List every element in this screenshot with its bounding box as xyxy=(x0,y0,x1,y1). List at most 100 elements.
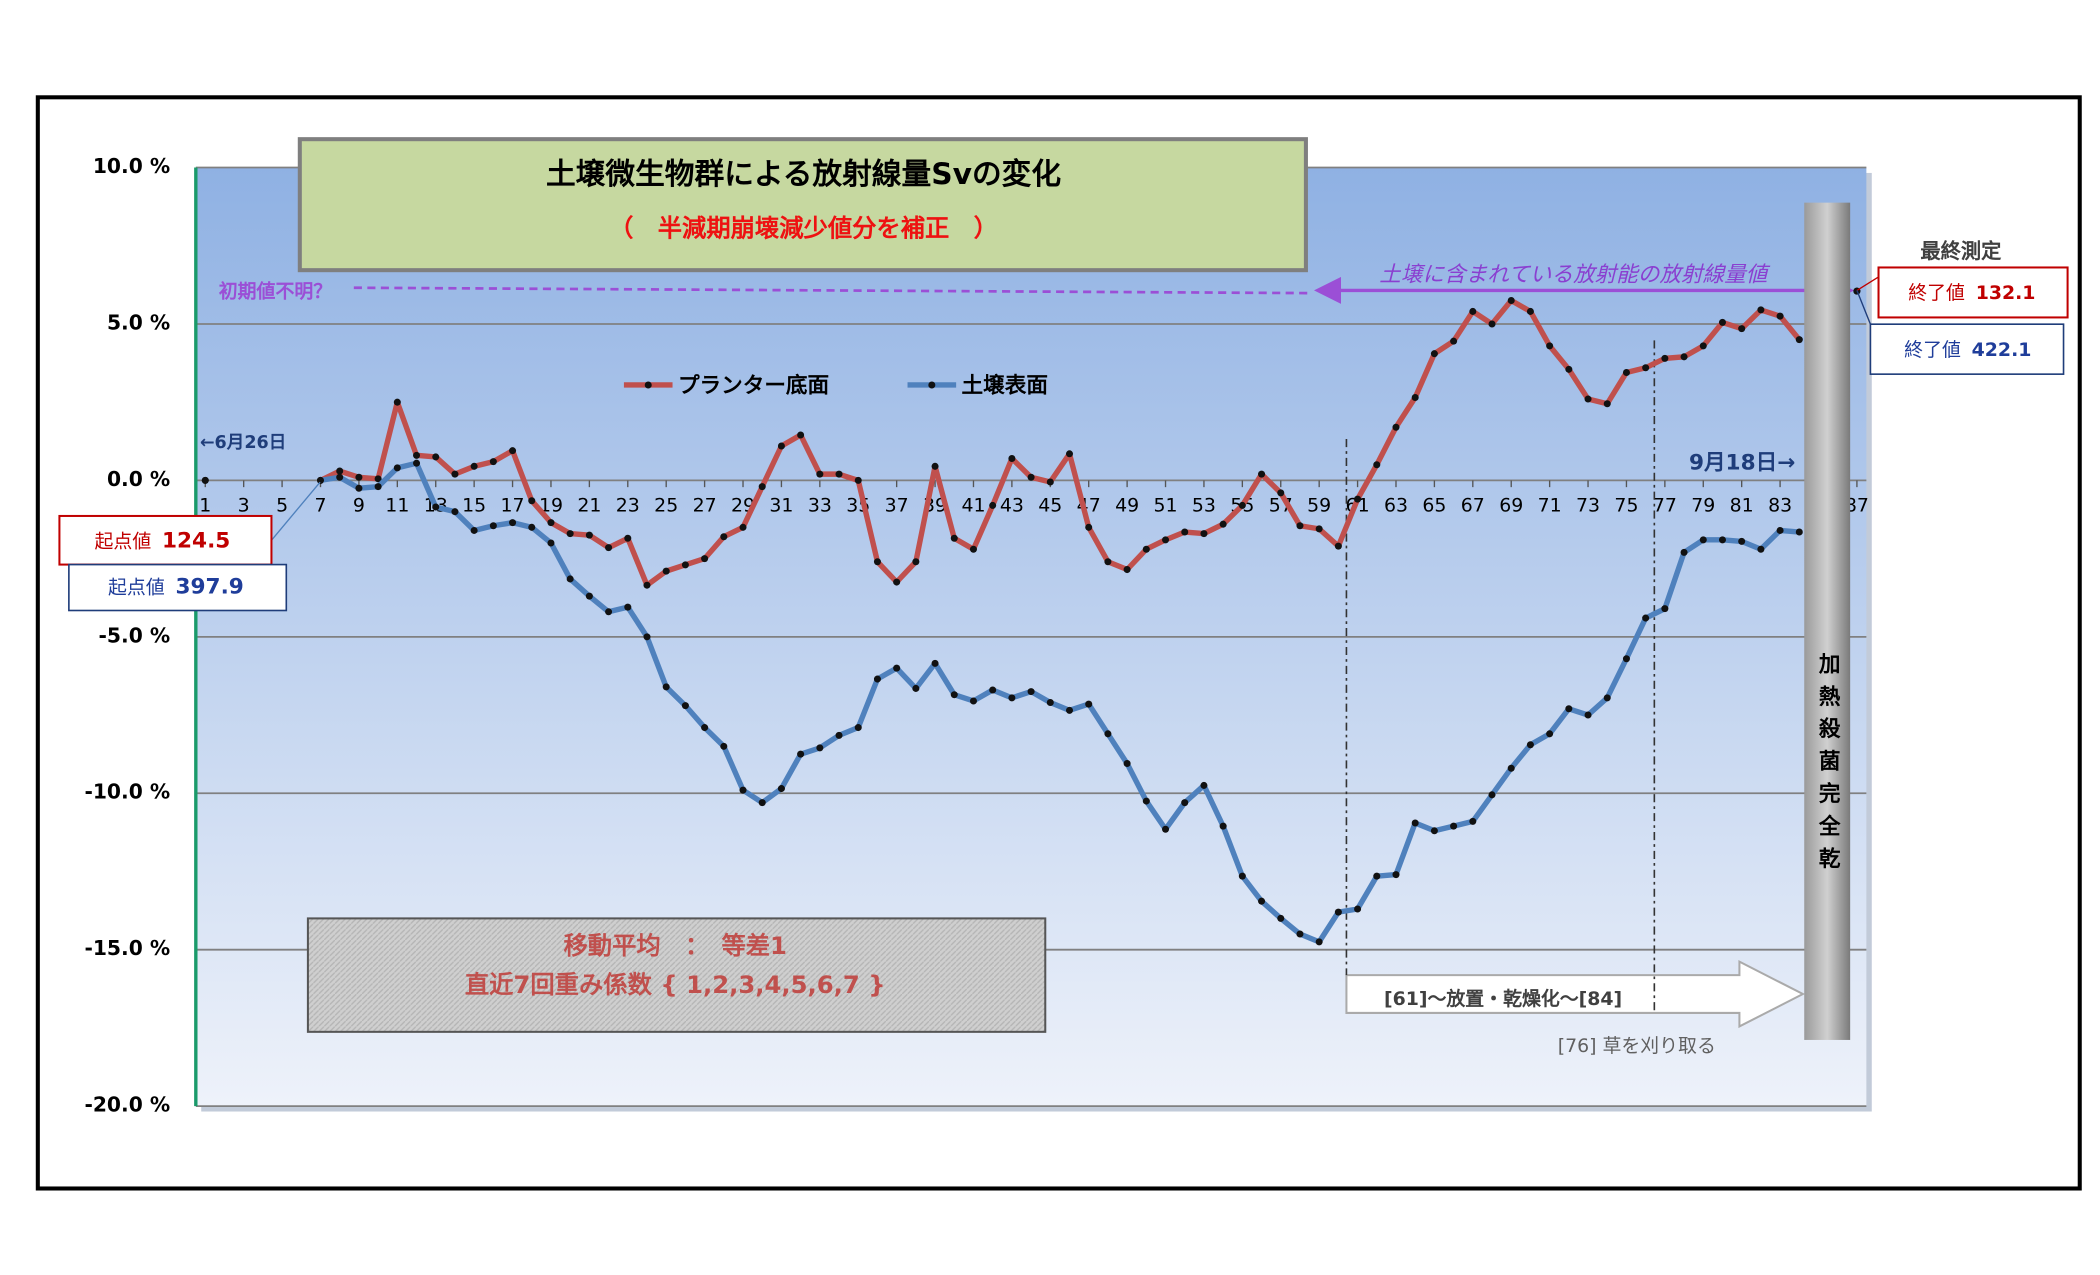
point xyxy=(1795,528,1803,536)
point xyxy=(1334,542,1342,550)
point xyxy=(950,691,958,699)
period-arrow xyxy=(1345,959,1806,1029)
point xyxy=(777,442,785,450)
point xyxy=(1162,536,1170,544)
point xyxy=(605,544,613,552)
point xyxy=(1565,705,1573,713)
x-tick-label: 11 xyxy=(385,495,409,517)
point xyxy=(1776,526,1784,534)
initial-note-line xyxy=(353,286,1310,295)
point xyxy=(1354,495,1362,503)
end-label-text: 終了値 xyxy=(1904,338,1961,360)
point xyxy=(1661,605,1669,613)
point xyxy=(643,581,651,589)
x-tick-label: 15 xyxy=(462,495,486,517)
point xyxy=(451,470,459,478)
point xyxy=(1373,872,1381,880)
end-connector xyxy=(1856,276,1879,291)
point xyxy=(816,470,824,478)
point xyxy=(1738,325,1746,333)
end-box xyxy=(1877,266,2069,319)
point xyxy=(528,523,536,531)
point xyxy=(1680,353,1688,361)
cut-note: [76] 草を刈り取る xyxy=(1558,1035,1716,1057)
end-label: 終了値 422.1 xyxy=(1904,338,2031,360)
point xyxy=(1315,938,1323,946)
start-connector xyxy=(270,481,321,541)
point xyxy=(835,470,843,478)
end-connector xyxy=(1856,290,1872,325)
heat-bar-label: 加熱殺菌完全乾 xyxy=(1815,652,1841,879)
point xyxy=(393,398,401,406)
point xyxy=(374,483,382,491)
point xyxy=(701,555,709,563)
x-tick-label: 3 xyxy=(238,495,250,517)
x-tick-label: 75 xyxy=(1614,495,1638,517)
x-tick-label: 39 xyxy=(923,495,947,517)
x-tick-label: 63 xyxy=(1384,495,1408,517)
point xyxy=(1546,730,1554,738)
x-tick-label: 67 xyxy=(1461,495,1485,517)
legend-marker xyxy=(928,381,936,389)
x-tick-label: 1 xyxy=(199,495,211,517)
point xyxy=(701,724,709,732)
point xyxy=(489,522,497,530)
x-tick-label: 33 xyxy=(808,495,832,517)
point xyxy=(1008,694,1016,702)
point xyxy=(1430,827,1438,835)
point xyxy=(1085,700,1093,708)
point xyxy=(1584,395,1592,403)
point xyxy=(1219,822,1227,830)
point xyxy=(1738,537,1746,545)
chart-title: 土壌微生物群による放射線量Svの変化 xyxy=(546,157,1061,192)
point xyxy=(1699,342,1707,350)
point xyxy=(1680,548,1688,556)
x-tick-label: 45 xyxy=(1038,495,1062,517)
point xyxy=(1718,536,1726,544)
point xyxy=(1450,337,1458,345)
point xyxy=(509,519,517,527)
x-tick-label: 37 xyxy=(885,495,909,517)
point xyxy=(1200,530,1208,538)
x-tick-label: 77 xyxy=(1653,495,1677,517)
point xyxy=(912,558,920,566)
point xyxy=(624,534,632,542)
point xyxy=(528,497,536,505)
point xyxy=(374,475,382,483)
x-tick-label: 25 xyxy=(654,495,678,517)
point xyxy=(739,523,747,531)
point xyxy=(720,533,728,541)
point xyxy=(1603,694,1611,702)
point xyxy=(470,462,478,470)
point xyxy=(1142,545,1150,553)
point xyxy=(797,750,805,758)
point xyxy=(1065,706,1074,714)
x-tick-label: 87 xyxy=(1845,495,1869,517)
x-tick-label: 7 xyxy=(314,495,326,517)
point xyxy=(1238,501,1246,509)
point xyxy=(1296,522,1304,530)
point xyxy=(662,683,670,691)
point xyxy=(1123,760,1131,768)
point xyxy=(1469,307,1477,315)
point xyxy=(1027,473,1035,481)
point xyxy=(489,458,497,466)
point xyxy=(413,451,421,459)
start-box xyxy=(58,514,273,566)
point xyxy=(1200,781,1208,789)
y-tick-label: -5.0 % xyxy=(99,623,171,647)
start-value: 397.9 xyxy=(176,575,244,600)
initial-note: 初期値不明？ xyxy=(219,279,332,302)
legend-label: 土壌表面 xyxy=(962,372,1048,398)
point xyxy=(1642,614,1650,622)
point xyxy=(566,530,574,538)
point xyxy=(432,453,440,461)
point xyxy=(316,476,325,484)
point xyxy=(969,697,977,705)
point xyxy=(989,686,997,694)
point xyxy=(989,501,997,509)
start-label: 起点値 124.5 xyxy=(95,529,231,554)
point xyxy=(1181,528,1189,536)
x-tick-label: 51 xyxy=(1154,495,1178,517)
point xyxy=(1622,655,1630,663)
